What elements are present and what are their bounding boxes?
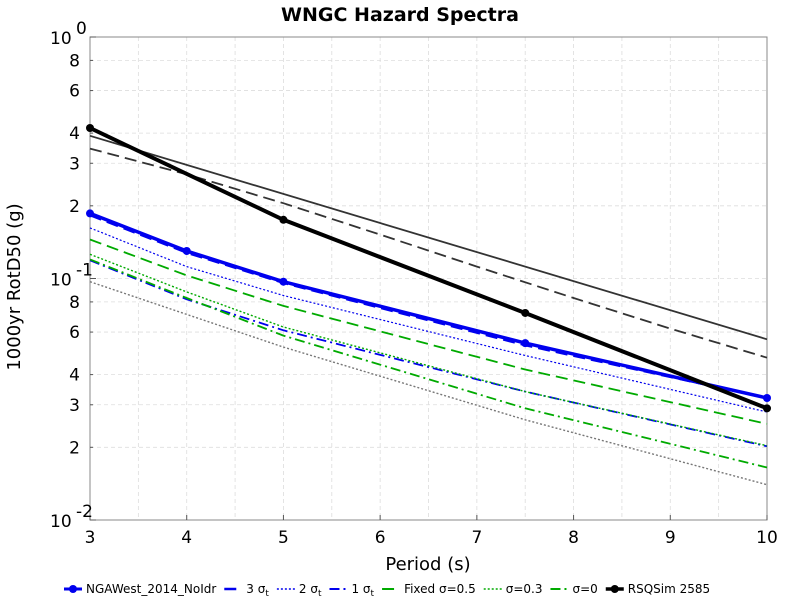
series-line-8 [89,258,768,469]
series-line-7 [89,253,768,447]
series-point-10 [521,308,530,317]
series-point-10 [86,123,94,132]
y-tick-label: 10 [50,512,72,532]
x-tick-label: 9 [665,528,676,548]
grid-lines [89,36,767,521]
y-tick-exponent: 0 [76,19,87,39]
series-point-2 [182,246,191,255]
y-tick-exponent: -1 [76,261,93,281]
legend-marker [69,585,77,593]
series-point-10 [279,215,288,224]
legend-label: 3 σt [246,582,269,599]
series-line-9 [89,281,768,486]
y-tick-label: 8 [69,293,80,313]
legend-item-6: σ=0 [550,582,598,596]
y-axis-label: 1000yr RotD50 (g) [4,203,25,370]
x-tick-label: 3 [85,528,96,548]
y-tick-exponent: -2 [76,502,93,522]
legend-label: σ=0 [572,582,597,596]
legend-item-1: 3 σt [224,582,269,599]
y-tick-label: 6 [69,323,80,343]
legend-label: Fixed σ=0.5 [404,582,476,596]
legend-item-4: Fixed σ=0.5 [382,582,476,596]
legend-marker [610,585,619,593]
series-layer [86,123,771,486]
y-tick-label: 3 [69,154,80,174]
legend-label: RSQSim 2585 [628,582,710,596]
legend-item-3: 1 σt [329,582,375,599]
series-line-3 [89,213,768,400]
series-line-6 [89,238,768,425]
legend-label-subscript: t [318,589,322,599]
x-tick-label: 8 [568,528,579,548]
y-tick-label: 2 [69,438,80,458]
x-axis-ticks: 3 4 5 6 7 8 9 10 [85,515,778,548]
series-point-2 [763,394,771,403]
legend-label-subscript: t [265,589,269,599]
series-line-5 [89,259,768,448]
y-tick-label: 10 [50,271,72,291]
legend-label: NGAWest_2014_NoIdr [86,582,216,596]
x-tick-label: 6 [375,528,386,548]
series-point-10 [763,404,771,413]
y-tick-label: 4 [69,366,80,386]
legend-item-7: RSQSim 2585 [605,582,710,596]
legend-item-2: 2 σt [276,582,322,599]
x-tick-label: 10 [756,528,778,548]
x-tick-label: 5 [278,528,289,548]
y-tick-label: 6 [69,82,80,102]
x-tick-label: 7 [471,528,482,548]
series-line-10 [89,126,768,411]
legend-label: 1 σt [351,582,374,599]
y-tick-label: 4 [69,124,80,144]
legend-label: 2 σt [299,582,322,599]
series-line-0 [89,134,768,341]
chart-title: WNGC Hazard Spectra [281,4,519,26]
x-tick-label: 4 [181,528,192,548]
y-tick-label: 8 [69,51,80,71]
legend: NGAWest_2014_NoIdr 3 σt 2 σt 1 σt Fixed σ=0.… [64,582,710,599]
series-line-4 [89,227,768,413]
legend-label: σ=0.3 [506,582,543,596]
legend-item-5: σ=0.3 [483,582,543,596]
legend-item-0: NGAWest_2014_NoIdr [64,582,216,596]
series-line-1 [89,147,768,359]
legend-label-subscript: t [371,589,375,599]
y-tick-label: 10 [50,29,72,49]
y-tick-label: 3 [69,396,80,416]
x-axis-label: Period (s) [385,554,470,575]
y-tick-label: 2 [69,197,80,217]
